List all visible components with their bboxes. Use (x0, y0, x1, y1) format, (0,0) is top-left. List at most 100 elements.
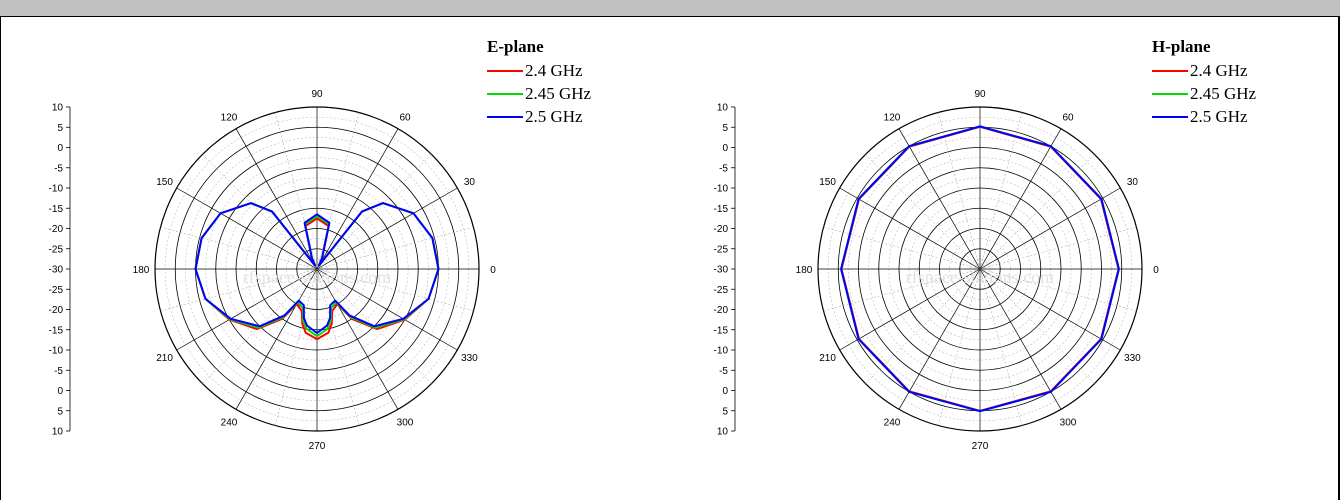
angle-tick-label: 120 (884, 113, 901, 124)
polar-chart-2: 0 30 60 90 120 150 180 210 240 270 300 330 10 5 0 -5 -10… (714, 37, 1257, 452)
grid-spoke (316, 268, 399, 410)
minor-grid-spoke (979, 154, 1095, 270)
figure-frame (0, 17, 1340, 500)
minor-grid-spoke (160, 226, 318, 270)
grid-spoke (898, 128, 981, 270)
radial-tick-label: 5 (57, 406, 63, 417)
angle-tick-label: 180 (796, 265, 813, 276)
radial-tick-label: -5 (719, 163, 728, 174)
legend-entry: 2.45 GHz (1190, 84, 1257, 103)
series-line (840, 125, 1120, 413)
radial-tick-label: 5 (722, 123, 728, 134)
angle-tick-label: 210 (819, 353, 836, 364)
radial-tick-label: 0 (57, 386, 63, 397)
radial-tick-label: 10 (717, 103, 729, 114)
radial-tick-label: -20 (714, 224, 729, 235)
radial-tick-label: -30 (714, 265, 729, 276)
angle-tick-label: 120 (221, 113, 238, 124)
angle-tick-label: 60 (1062, 113, 1074, 124)
watermark-text: rfspace-stations.com (243, 267, 391, 287)
angle-tick-label: 90 (311, 89, 323, 100)
radial-tick-label: 0 (57, 143, 63, 154)
radial-tick-label: -30 (49, 265, 64, 276)
minor-grid-spoke (274, 268, 318, 426)
legend-entry: 2.4 GHz (525, 61, 583, 80)
legend-title: H-plane (1152, 37, 1211, 56)
angle-tick-label: 300 (397, 417, 414, 428)
minor-grid-spoke (316, 268, 360, 426)
legend-entry: 2.5 GHz (525, 107, 583, 126)
legend-entry: 2.5 GHz (1190, 107, 1248, 126)
legend-entry: 2.4 GHz (1190, 61, 1248, 80)
minor-grid-spoke (979, 268, 1137, 312)
radial-tick-label: -15 (49, 325, 64, 336)
radial-tick-label: -15 (714, 325, 729, 336)
radial-tick-label: -25 (49, 244, 64, 255)
minor-grid-spoke (274, 112, 318, 270)
angle-tick-label: 0 (490, 265, 496, 276)
minor-grid-spoke (160, 268, 318, 312)
grid-spoke (235, 268, 318, 410)
angle-tick-label: 270 (972, 441, 989, 452)
radial-tick-label: -25 (49, 285, 64, 296)
grid-spoke (979, 128, 1062, 270)
grid-spoke (316, 128, 399, 270)
radial-tick-label: 10 (717, 427, 729, 438)
minor-grid-spoke (979, 226, 1137, 270)
minor-grid-spoke (865, 268, 981, 384)
grid-spoke (176, 268, 318, 351)
radial-tick-label: -20 (714, 305, 729, 316)
grid-spoke (839, 187, 981, 270)
angle-tick-label: 150 (156, 177, 173, 188)
angle-tick-label: 180 (133, 265, 150, 276)
minor-grid-spoke (316, 268, 474, 312)
minor-grid-spoke (937, 112, 981, 270)
minor-grid-spoke (823, 268, 981, 312)
minor-grid-spoke (937, 268, 981, 426)
angle-tick-label: 240 (221, 417, 238, 428)
radial-tick-label: -5 (54, 366, 63, 377)
top-header-strip (0, 0, 1340, 17)
minor-grid-spoke (979, 268, 1023, 426)
legend-entry: 2.45 GHz (525, 84, 592, 103)
radial-tick-label: -20 (49, 305, 64, 316)
minor-grid-spoke (823, 226, 981, 270)
radial-tick-label: -15 (49, 204, 64, 215)
grid-spoke (316, 187, 458, 270)
radial-tick-label: -25 (714, 244, 729, 255)
angle-tick-label: 150 (819, 177, 836, 188)
angle-tick-label: 330 (461, 353, 478, 364)
grid-spoke (839, 268, 981, 351)
legend-title: E-plane (487, 37, 544, 56)
grid-spoke (176, 187, 318, 270)
minor-grid-spoke (979, 112, 1023, 270)
minor-grid-spoke (865, 154, 981, 270)
radial-tick-label: -10 (49, 346, 64, 357)
grid-spoke (898, 268, 981, 410)
series-line (194, 202, 440, 334)
radial-tick-label: -5 (719, 366, 728, 377)
radial-tick-label: 0 (722, 386, 728, 397)
minor-grid-spoke (979, 268, 1095, 384)
angle-tick-label: 240 (884, 417, 901, 428)
minor-grid-spoke (316, 112, 360, 270)
angle-tick-label: 30 (1127, 177, 1139, 188)
angle-tick-label: 330 (1124, 353, 1141, 364)
grid-spoke (979, 268, 1121, 351)
radial-tick-label: -10 (714, 184, 729, 195)
angle-tick-label: 0 (1153, 265, 1159, 276)
radial-tick-label: 0 (722, 143, 728, 154)
angle-tick-label: 270 (309, 441, 326, 452)
grid-spoke (979, 187, 1121, 270)
minor-grid-spoke (316, 154, 432, 270)
radial-tick-label: -25 (714, 285, 729, 296)
grid-spoke (235, 128, 318, 270)
watermark-text: rfspace-stations.com (906, 267, 1054, 287)
radial-tick-label: 10 (52, 103, 64, 114)
minor-grid-spoke (316, 226, 474, 270)
radial-tick-label: -10 (714, 346, 729, 357)
radial-tick-label: -15 (714, 204, 729, 215)
minor-grid-spoke (202, 154, 318, 270)
angle-tick-label: 210 (156, 353, 173, 364)
